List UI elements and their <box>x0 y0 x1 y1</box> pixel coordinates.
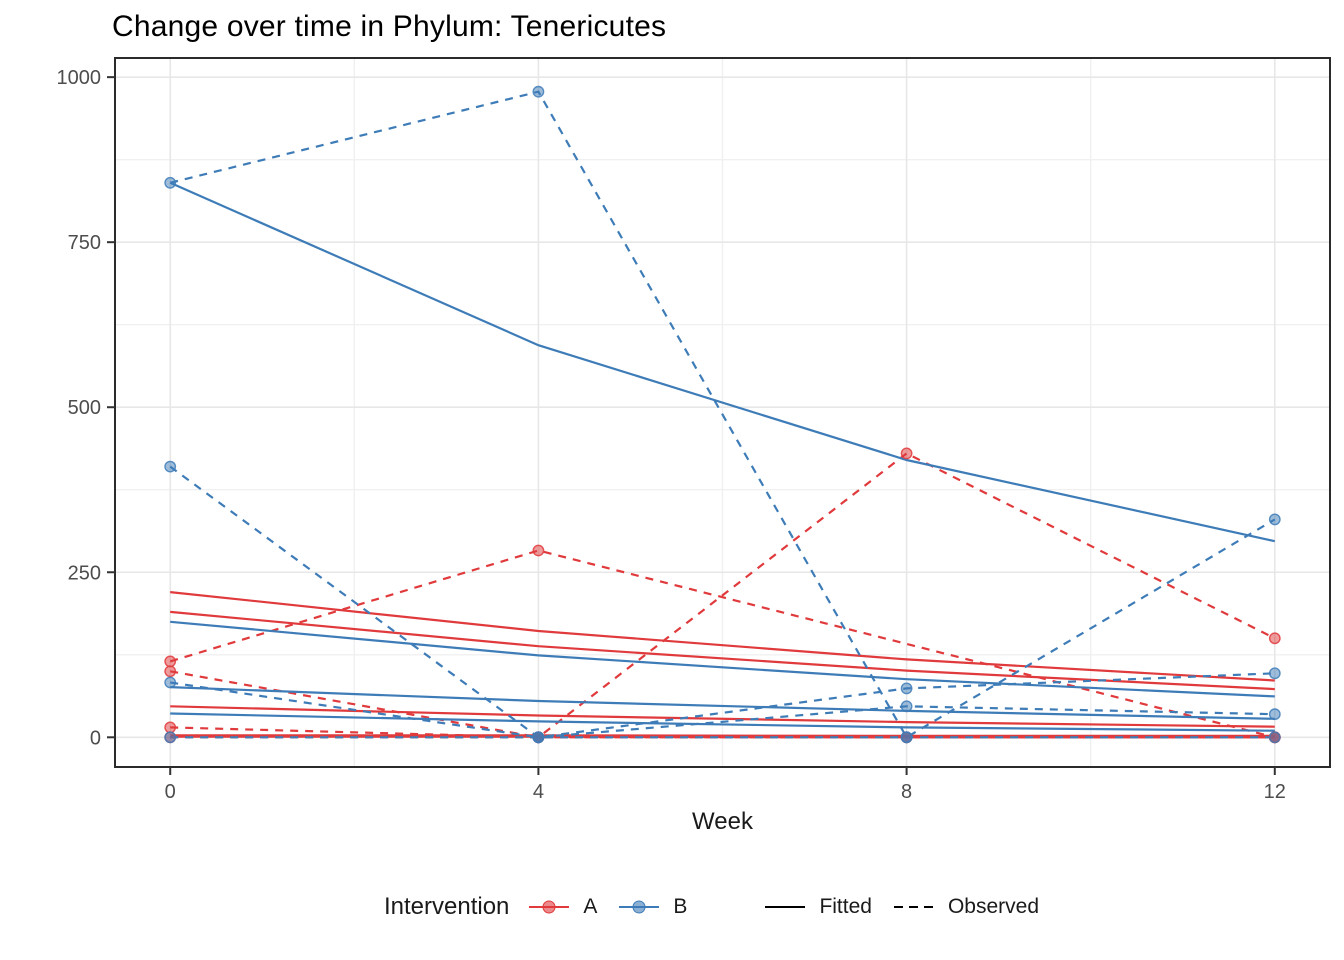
legend-label-b: B <box>673 895 688 918</box>
legend-key-fitted-icon <box>765 897 806 917</box>
data-point-B-subject1-observed-week0 <box>164 176 177 189</box>
y-tick-label: 1000 <box>57 67 102 89</box>
data-point-A-subject1-observed-week0 <box>164 655 177 668</box>
series-line-B-subject2-observed <box>169 465 1275 739</box>
data-point-B-subject4-observed-week0 <box>164 731 177 744</box>
series-line-B-subject4-fitted <box>170 712 1275 732</box>
x-tick-label: 4 <box>533 781 544 803</box>
data-point-A-subject3-observed-week0 <box>164 721 177 734</box>
legend-key-observed-icon <box>893 897 934 917</box>
series-line-B-subject3-fitted <box>170 686 1275 720</box>
legend-label-a: A <box>583 895 598 918</box>
legend-key-a-icon <box>529 897 570 917</box>
legend-item-fitted: Fitted <box>765 895 872 919</box>
series-line-B-subject1-observed <box>169 90 1276 739</box>
series-line-A-subject1-observed <box>169 549 1276 739</box>
legend-item-intervention-a: A <box>529 895 597 919</box>
data-point-B-subject2-observed-week0 <box>164 460 177 473</box>
data-point-B-subject3-observed-week12 <box>1268 708 1281 721</box>
panel-border <box>114 57 1331 768</box>
legend-item-intervention-b: B <box>619 895 687 919</box>
series-line-A-subject1-fitted <box>170 591 1275 682</box>
data-point-B-subject4-observed-week12 <box>1268 731 1281 744</box>
data-point-B-subject1-observed-week4 <box>532 85 545 98</box>
y-tick-label: 0 <box>90 727 101 749</box>
legend-label-fitted: Fitted <box>819 895 872 918</box>
series-line-B-subject2-fitted <box>170 620 1275 698</box>
data-point-A-subject4-observed-week8 <box>900 447 913 460</box>
data-point-B-subject3-observed-week8 <box>900 700 913 713</box>
data-point-B-subject4-observed-week8 <box>900 731 913 744</box>
x-tick-label: 0 <box>165 781 176 803</box>
data-point-B-subject4-observed-week4 <box>532 731 545 744</box>
data-point-A-subject1-observed-week4 <box>532 544 545 557</box>
data-point-B-subject3-observed-week0 <box>164 676 177 689</box>
data-point-A-subject4-observed-week12 <box>1268 632 1281 645</box>
legend-item-observed: Observed <box>893 895 1040 919</box>
legend-key-b-icon <box>619 897 660 917</box>
data-point-B-subject1-observed-week12 <box>1268 513 1281 526</box>
legend-title: Intervention <box>383 893 510 920</box>
data-point-B-subject2-observed-week12 <box>1268 667 1281 680</box>
legend: Intervention A B Fitted Observed <box>115 885 1330 929</box>
series-line-B-subject1-fitted <box>169 181 1276 543</box>
x-tick-label: 8 <box>901 781 912 803</box>
chart-title: Change over time in Phylum: Tenericutes <box>112 10 667 43</box>
data-point-A-subject2-observed-week0 <box>164 665 177 678</box>
y-tick-label: 250 <box>68 562 101 584</box>
x-axis-title: Week <box>692 808 753 835</box>
series-line-B-subject3-observed <box>170 681 1275 739</box>
data-point-B-subject2-observed-week8 <box>900 682 913 695</box>
y-tick-label: 750 <box>68 232 101 254</box>
y-tick-label: 500 <box>68 397 101 419</box>
legend-label-observed: Observed <box>947 895 1040 918</box>
x-tick-label: 12 <box>1264 781 1286 803</box>
